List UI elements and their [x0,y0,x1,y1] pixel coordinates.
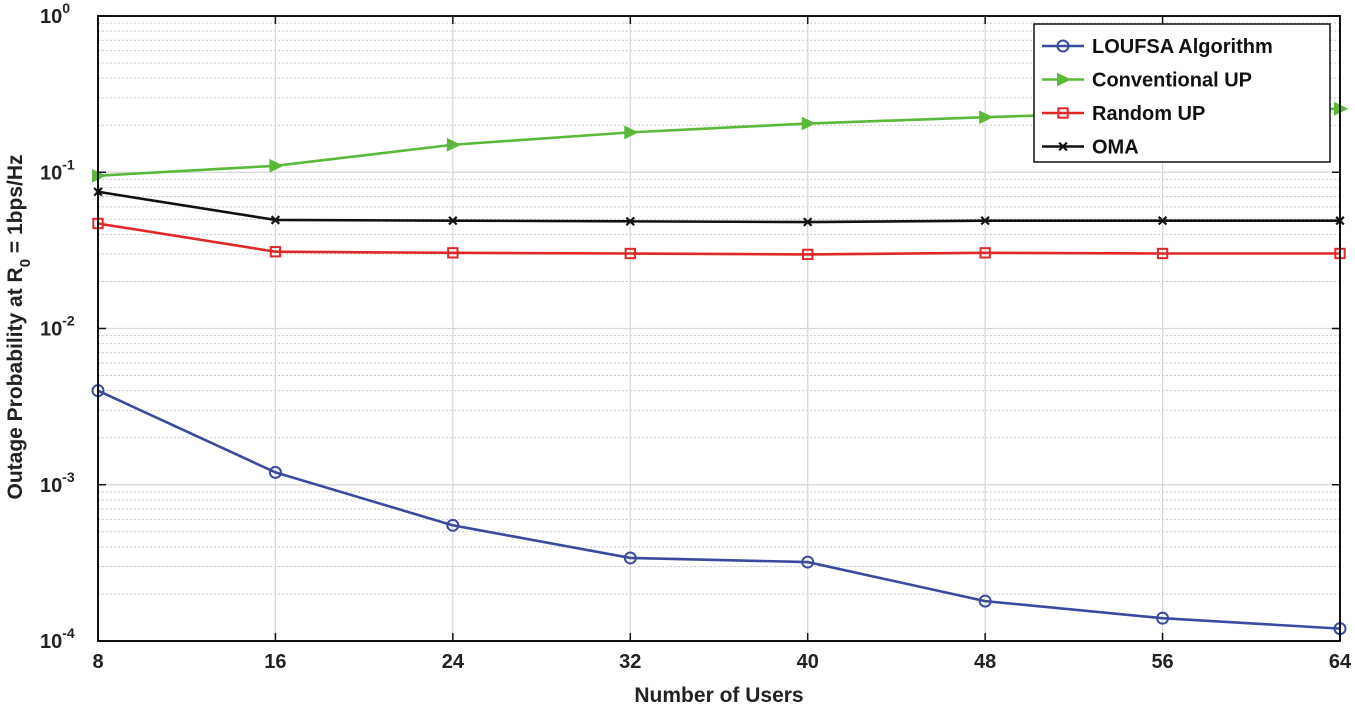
data-point-random-up [979,247,991,259]
y-tick-base: 10 [40,631,62,653]
y-tick-label: 10-3 [40,469,75,497]
series-line-oma [97,190,1340,224]
data-point-random-up [1156,247,1169,260]
x-tick-label: 56 [1151,651,1173,673]
x-tick-label: 48 [974,651,996,673]
data-point-oma-stroke [270,215,281,225]
series-line-random-up [97,222,1340,256]
legend-swatch-marker [1056,39,1070,53]
y-tick-base: 10 [40,6,62,28]
legend-swatch-marker-stroke [1058,141,1068,152]
legend-swatch-marker [1058,141,1068,152]
y-tick-exponent: -4 [62,625,75,641]
legend-item-loufsa-algorithm: LOUFSA Algorithm [1042,36,1273,58]
x-tick-label: 40 [797,651,819,673]
legend-item-oma: OMA [1042,137,1139,159]
y-tick-base: 10 [40,475,62,497]
data-point-conventional-up [269,158,284,173]
legend-item-conventional-up: Conventional UP [1042,70,1252,92]
legend-swatch-marker [1057,107,1069,119]
y-tick-label: 100 [40,0,70,28]
legend-item-random-up: Random UP [1042,103,1205,125]
y-tick-exponent: -2 [62,313,75,329]
data-point-oma-stroke [448,216,458,226]
data-point-oma [270,215,281,225]
data-point-oma [803,217,813,227]
data-point-loufsa-algorithm [623,551,637,565]
data-point-oma-stroke [980,216,990,226]
legend-swatch-marker [1057,72,1072,87]
data-point-conventional-up [801,116,817,131]
data-point-oma [625,216,635,226]
series-oma [93,187,1345,227]
data-point-oma [448,216,458,226]
x-axis-title: Number of Users [634,684,803,707]
data-point-oma-stroke [1157,216,1168,226]
legend-label: Random UP [1092,103,1205,125]
y-tick-exponent: -1 [62,156,75,172]
data-point-random-up [447,247,459,259]
y-tick-exponent: -3 [62,469,75,485]
data-point-loufsa-algorithm [268,465,282,479]
legend: LOUFSA Algorithm Conventional UP Random UP… [1033,23,1331,163]
data-point-conventional-up [624,125,639,140]
data-point-oma [1157,216,1168,226]
y-axis-title-rest: = 1bps/Hz [4,155,27,259]
y-tick-label: 10-4 [40,625,75,653]
y-tick-label: 10-1 [40,156,75,184]
y-axis-title: Outage Probability at R0 = 1bps/Hz [4,155,34,500]
x-tick-label: 64 [1329,651,1352,673]
data-point-oma-stroke [803,217,813,227]
legend-label: OMA [1092,137,1139,159]
x-tick-label: 16 [264,651,286,673]
y-tick-exponent: 0 [62,0,70,16]
series-line-loufsa-algorithm [97,389,1341,630]
data-point-loufsa-algorithm [801,555,815,569]
data-point-conventional-up [979,110,994,125]
data-point-oma [980,216,990,226]
y-tick-label: 10-2 [40,313,75,341]
legend-label: LOUFSA Algorithm [1092,36,1273,58]
data-point-oma-stroke [625,216,635,226]
data-point-loufsa-algorithm [978,594,992,608]
series-layer [91,101,1349,636]
y-axis-title-subscript: 0 [17,259,34,267]
data-point-random-up [269,246,282,258]
data-point-loufsa-algorithm [446,518,460,532]
legend-label: Conventional UP [1092,70,1252,92]
y-tick-base: 10 [40,162,62,184]
data-point-random-up [802,248,814,261]
y-axis-title-main: Outage Probability at R [4,267,27,499]
x-tick-label: 8 [92,651,103,673]
y-tick-base: 10 [40,319,62,341]
data-point-loufsa-algorithm [1156,611,1170,625]
x-tick-label: 32 [619,651,641,673]
x-tick-label: 24 [442,651,465,673]
data-point-conventional-up [446,137,462,152]
data-point-random-up [624,247,636,260]
